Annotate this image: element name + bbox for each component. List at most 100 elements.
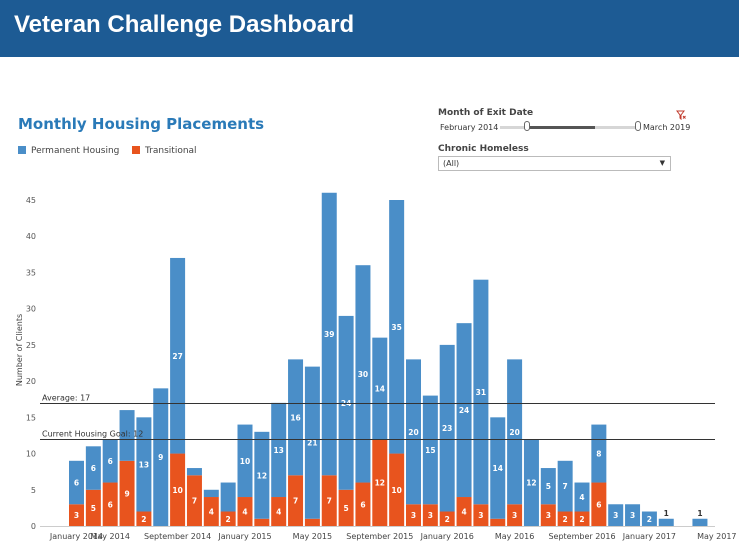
- bar-label-permanent: 31: [476, 388, 486, 397]
- y-axis-label: Number of Clients: [15, 314, 24, 386]
- bar-label-permanent: 2: [647, 515, 652, 524]
- bar-permanent: [422, 395, 438, 505]
- bar-transitional: [102, 482, 118, 526]
- bar-label-transitional: 6: [360, 500, 365, 509]
- legend-item-transitional[interactable]: Transitional: [132, 146, 197, 156]
- bar-label-transitional: 2: [563, 515, 568, 524]
- bar-label-transitional: 7: [327, 497, 332, 506]
- month-exit-start-handle[interactable]: [524, 121, 530, 131]
- bar-transitional: [69, 504, 84, 526]
- bar-permanent: [170, 257, 186, 454]
- month-exit-filter-label: Month of Exit Date: [438, 108, 534, 118]
- bar-transitional: [372, 439, 388, 526]
- app-title: Veteran Challenge Dashboard: [14, 11, 355, 38]
- bar-permanent: [153, 388, 169, 526]
- bar-permanent: [271, 402, 287, 498]
- bar-permanent: [473, 279, 489, 505]
- x-tick-label: September 2016: [548, 532, 615, 541]
- bar-transitional: [389, 453, 405, 526]
- bar-transitional: [186, 475, 202, 526]
- bar-label-permanent: 1: [664, 509, 669, 518]
- bar-permanent: [102, 439, 118, 483]
- bar-transitional: [507, 504, 523, 526]
- bar-transitional: [574, 511, 590, 526]
- x-tick-label: January 2014: [49, 532, 103, 541]
- x-tick-label: May 2014: [90, 532, 129, 541]
- bar-label-permanent: 23: [442, 424, 452, 433]
- bar-permanent: [608, 504, 624, 526]
- y-tick-label: 20: [26, 377, 36, 386]
- bar-transitional: [170, 453, 186, 526]
- y-tick-label: 0: [31, 522, 36, 531]
- bar-label-permanent: 15: [425, 446, 435, 455]
- legend-item-permanent[interactable]: Permanent Housing: [18, 146, 119, 156]
- bar-transitional: [119, 460, 135, 526]
- bar-label-transitional: 5: [91, 504, 96, 513]
- bar-permanent: [658, 518, 674, 526]
- bar-permanent: [220, 482, 236, 512]
- bar-label-permanent: 7: [563, 482, 568, 491]
- bar-transitional: [355, 482, 371, 526]
- bar-permanent: [203, 489, 219, 498]
- bar-label-permanent: 6: [74, 479, 79, 488]
- chronic-homeless-selected-value: (All): [443, 159, 460, 168]
- chronic-homeless-dropdown[interactable]: (All) ▼: [438, 156, 671, 171]
- bar-label-transitional: 2: [445, 515, 450, 524]
- bar-label-permanent: 13: [139, 460, 149, 469]
- bar-label-permanent: 12: [526, 479, 536, 488]
- y-tick-label: 10: [26, 450, 36, 459]
- bar-permanent: [136, 417, 152, 512]
- x-tick-label: September 2015: [346, 532, 413, 541]
- bar-transitional: [254, 518, 270, 526]
- month-exit-end-handle[interactable]: [635, 121, 641, 131]
- bar-label-transitional: 3: [478, 511, 483, 520]
- bar-label-transitional: 3: [411, 511, 416, 520]
- month-exit-end-value: March 2019: [643, 123, 691, 132]
- bar-label-transitional: 7: [293, 497, 298, 506]
- y-tick-label: 40: [26, 232, 36, 241]
- bar-label-transitional: 4: [276, 508, 281, 517]
- bar-transitional: [220, 511, 236, 526]
- bar-permanent: [406, 359, 421, 505]
- filter-clear-icon[interactable]: [676, 110, 686, 120]
- bar-label-permanent: 13: [273, 446, 283, 455]
- bar-label-permanent: 20: [509, 428, 519, 437]
- bar-transitional: [203, 497, 219, 526]
- bar-permanent: [456, 323, 472, 498]
- bar-permanent: [69, 460, 84, 505]
- bar-label-permanent: 14: [375, 384, 385, 393]
- bar-permanent: [523, 439, 539, 526]
- y-tick-label: 35: [26, 268, 36, 277]
- bar-permanent: [119, 410, 135, 461]
- bar-permanent: [355, 265, 371, 483]
- bar-permanent: [237, 424, 253, 498]
- bar-permanent: [574, 482, 590, 512]
- bar-permanent: [557, 460, 573, 512]
- bar-transitional: [288, 475, 304, 526]
- bar-permanent: [692, 518, 708, 526]
- bar-transitional: [304, 518, 320, 526]
- bar-label-permanent: 9: [158, 453, 163, 462]
- bar-transitional: [456, 497, 472, 526]
- bar-transitional: [557, 511, 573, 526]
- bar-label-transitional: 2: [141, 515, 146, 524]
- bar-transitional: [473, 504, 489, 526]
- bar-transitional: [422, 504, 438, 526]
- bar-label-permanent: 20: [408, 428, 418, 437]
- bar-label-transitional: 6: [108, 500, 113, 509]
- x-tick-label: May 2017: [697, 532, 736, 541]
- bar-transitional: [136, 511, 152, 526]
- bar-label-permanent: 3: [613, 511, 618, 520]
- bar-permanent: [641, 511, 657, 526]
- bar-label-transitional: 5: [343, 504, 348, 513]
- bar-transitional: [271, 497, 287, 526]
- x-tick-label: May 2016: [495, 532, 534, 541]
- bar-transitional: [540, 504, 556, 526]
- bar-permanent: [389, 200, 405, 454]
- x-tick-label: January 2016: [420, 532, 474, 541]
- y-tick-label: 30: [26, 305, 36, 314]
- reference-line-label: Current Housing Goal: 12: [42, 430, 143, 439]
- bar-label-transitional: 7: [192, 497, 197, 506]
- bar-label-transitional: 12: [375, 479, 385, 488]
